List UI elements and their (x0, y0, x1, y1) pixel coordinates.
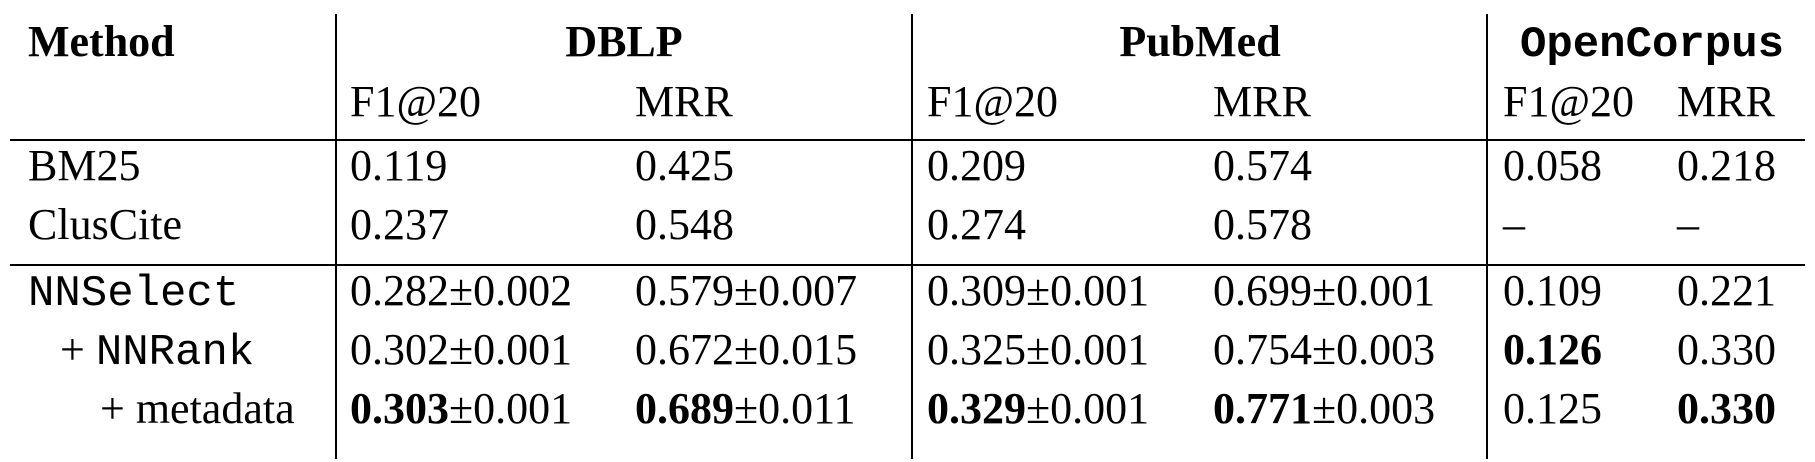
cell-std: ±0.003 (1312, 325, 1435, 374)
cell-value: 0.754 (1213, 325, 1312, 374)
method-name: ClusCite (28, 200, 182, 249)
method-label: metadata (136, 384, 295, 433)
cell-value: 0.109 (1503, 266, 1602, 315)
cell: 0.579±0.007 (635, 266, 857, 315)
cell: 0.329±0.001 (927, 384, 1149, 433)
column-header: F1@20 (1503, 77, 1634, 126)
cell: 0.209 (927, 141, 1026, 190)
cell: 0.574 (1213, 141, 1312, 190)
cell-value: 0.119 (350, 141, 447, 190)
cell: 0.771±0.003 (1213, 384, 1435, 433)
cell: 0.425 (635, 141, 734, 190)
cell-value: 0.425 (635, 141, 734, 190)
cell: – (1676, 200, 1700, 249)
cell: 0.221 (1677, 266, 1776, 315)
cell: 0.303±0.001 (350, 384, 572, 433)
cell: 0.282±0.002 (350, 266, 572, 315)
cell-value: 0.221 (1677, 266, 1776, 315)
cell-std: ±0.001 (1312, 266, 1435, 315)
column-header: F1@20 (350, 77, 481, 126)
cell-std: ±0.002 (449, 266, 572, 315)
group-header: PubMed (1119, 17, 1280, 66)
cell-value: – (1502, 200, 1526, 249)
cell: 0.689±0.011 (635, 384, 856, 433)
cell: 0.330 (1677, 325, 1776, 374)
cell: 0.699±0.001 (1213, 266, 1435, 315)
cell: 0.119 (350, 141, 447, 190)
cell-value: 0.548 (635, 200, 734, 249)
method-label: NNSelect (28, 269, 239, 319)
cell-value: 0.578 (1213, 200, 1312, 249)
cell: 0.109 (1503, 266, 1602, 315)
cell-std: ±0.001 (449, 325, 572, 374)
cell-value: 0.126 (1503, 325, 1602, 374)
cell-std: ±0.001 (1026, 266, 1149, 315)
cell: 0.237 (350, 200, 449, 249)
cell: 0.754±0.003 (1213, 325, 1435, 374)
cell-value: 0.274 (927, 200, 1026, 249)
cell-value: 0.699 (1213, 266, 1312, 315)
cell-value: 0.125 (1503, 384, 1602, 433)
cell-value: 0.309 (927, 266, 1026, 315)
cell: – (1502, 200, 1526, 249)
method-prefix: + (100, 384, 125, 433)
cell-std: ±0.001 (449, 384, 572, 433)
method-prefix: + (60, 325, 85, 374)
cell-value: 0.672 (635, 325, 734, 374)
cell-value: 0.237 (350, 200, 449, 249)
cell-value: 0.579 (635, 266, 734, 315)
cell: 0.548 (635, 200, 734, 249)
column-header: MRR (635, 77, 733, 126)
cell-std: ±0.003 (1312, 384, 1435, 433)
cell: 0.325±0.001 (927, 325, 1149, 374)
method-label: NNRank (96, 328, 254, 378)
cell: 0.218 (1677, 141, 1776, 190)
cell-value: 0.330 (1677, 325, 1776, 374)
cell: 0.672±0.015 (635, 325, 857, 374)
group-header: DBLP (565, 17, 682, 66)
cell: 0.309±0.001 (927, 266, 1149, 315)
cell-value: 0.330 (1677, 384, 1776, 433)
cell-value: 0.689 (635, 384, 734, 433)
cell-value: 0.325 (927, 325, 1026, 374)
method-name: + metadata (100, 384, 295, 433)
column-header: MRR (1213, 77, 1311, 126)
cell: 0.125 (1503, 384, 1602, 433)
cell-std: ±0.007 (734, 266, 857, 315)
cell-value: – (1676, 200, 1700, 249)
cell-value: 0.058 (1503, 141, 1602, 190)
cell-value: 0.303 (350, 384, 449, 433)
cell: 0.302±0.001 (350, 325, 572, 374)
cell-value: 0.302 (350, 325, 449, 374)
method-header: Method (28, 17, 175, 66)
group-header: OpenCorpus (1520, 20, 1784, 70)
method-label: ClusCite (28, 200, 182, 249)
cell: 0.330 (1677, 384, 1776, 433)
cell-value: 0.209 (927, 141, 1026, 190)
cell-std: ±0.001 (1026, 325, 1149, 374)
method-name: BM25 (28, 141, 140, 190)
cell-value: 0.282 (350, 266, 449, 315)
cell: 0.126 (1503, 325, 1602, 374)
cell-value: 0.574 (1213, 141, 1312, 190)
cell-value: 0.329 (927, 384, 1026, 433)
column-header: MRR (1677, 77, 1775, 126)
cell-value: 0.771 (1213, 384, 1312, 433)
method-name: + NNRank (60, 325, 254, 378)
cell-value: 0.218 (1677, 141, 1776, 190)
cell: 0.578 (1213, 200, 1312, 249)
cell-std: ±0.001 (1026, 384, 1149, 433)
cell: 0.058 (1503, 141, 1602, 190)
cell-std: ±0.015 (734, 325, 857, 374)
column-header: F1@20 (927, 77, 1058, 126)
cell-std: ±0.011 (734, 384, 856, 433)
method-label: BM25 (28, 141, 140, 190)
cell: 0.274 (927, 200, 1026, 249)
method-name: NNSelect (28, 269, 239, 319)
